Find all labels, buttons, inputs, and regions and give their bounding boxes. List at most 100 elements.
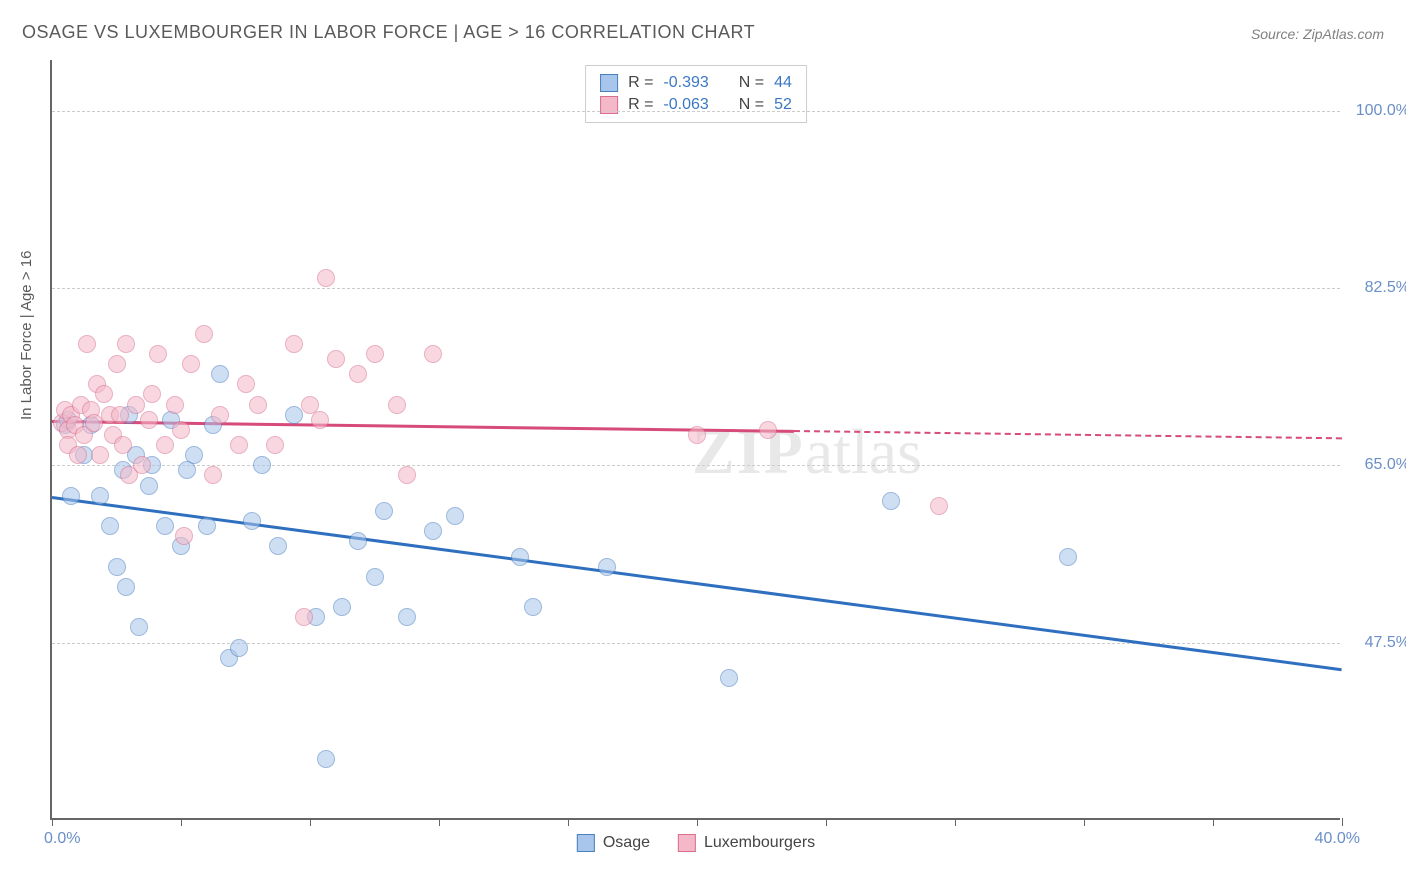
y-tick-label: 82.5%: [1350, 279, 1406, 297]
data-point: [759, 421, 777, 439]
data-point: [130, 618, 148, 636]
data-point: [366, 345, 384, 363]
data-point: [524, 598, 542, 616]
data-point: [882, 492, 900, 510]
data-point: [327, 350, 345, 368]
data-point: [424, 345, 442, 363]
data-point: [140, 477, 158, 495]
data-point: [349, 532, 367, 550]
data-point: [366, 568, 384, 586]
data-point: [333, 598, 351, 616]
data-point: [175, 527, 193, 545]
data-point: [285, 406, 303, 424]
x-tick: [568, 818, 569, 826]
gridline: [52, 465, 1340, 466]
data-point: [108, 558, 126, 576]
watermark: ZIPatlas: [692, 415, 922, 489]
data-point: [185, 446, 203, 464]
data-point: [311, 411, 329, 429]
data-point: [182, 355, 200, 373]
data-point: [143, 385, 161, 403]
x-tick: [826, 818, 827, 826]
data-point: [114, 436, 132, 454]
x-tick: [310, 818, 311, 826]
data-point: [111, 406, 129, 424]
data-point: [85, 414, 103, 432]
data-point: [598, 558, 616, 576]
legend-r-label: R =: [628, 74, 653, 92]
data-point: [398, 608, 416, 626]
data-point: [446, 507, 464, 525]
y-tick-label: 100.0%: [1350, 102, 1406, 120]
data-point: [688, 426, 706, 444]
data-point: [375, 502, 393, 520]
data-point: [140, 411, 158, 429]
data-point: [195, 325, 213, 343]
data-point: [127, 396, 145, 414]
x-tick: [955, 818, 956, 826]
data-point: [253, 456, 271, 474]
legend-label: Luxembourgers: [704, 834, 815, 852]
data-point: [266, 436, 284, 454]
x-max-label: 40.0%: [1315, 830, 1360, 848]
source-label: Source: ZipAtlas.com: [1251, 26, 1384, 42]
y-tick-label: 65.0%: [1350, 456, 1406, 474]
data-point: [149, 345, 167, 363]
x-tick: [1213, 818, 1214, 826]
legend-item: Osage: [577, 834, 650, 852]
data-point: [198, 517, 216, 535]
legend-swatch: [577, 834, 595, 852]
gridline: [52, 111, 1340, 112]
legend-label: Osage: [603, 834, 650, 852]
data-point: [1059, 548, 1077, 566]
plot-area: ZIPatlas R =-0.393N =44R =-0.063N =52 Os…: [50, 60, 1340, 820]
x-min-label: 0.0%: [44, 830, 80, 848]
data-point: [269, 537, 287, 555]
legend-row: R =-0.063N =52: [600, 94, 792, 116]
data-point: [349, 365, 367, 383]
data-point: [117, 335, 135, 353]
data-point: [91, 446, 109, 464]
data-point: [156, 436, 174, 454]
data-point: [117, 578, 135, 596]
y-axis-label: In Labor Force | Age > 16: [18, 251, 35, 420]
data-point: [317, 750, 335, 768]
data-point: [720, 669, 738, 687]
x-tick: [697, 818, 698, 826]
legend-n-label: N =: [739, 74, 764, 92]
data-point: [156, 517, 174, 535]
data-point: [930, 497, 948, 515]
y-tick-label: 47.5%: [1350, 634, 1406, 652]
x-tick: [52, 818, 53, 826]
data-point: [211, 406, 229, 424]
data-point: [62, 487, 80, 505]
x-tick: [181, 818, 182, 826]
legend-series: Osage Luxembourgers: [577, 834, 815, 852]
data-point: [237, 375, 255, 393]
x-tick: [1084, 818, 1085, 826]
legend-item: Luxembourgers: [678, 834, 815, 852]
data-point: [230, 639, 248, 657]
data-point: [398, 466, 416, 484]
data-point: [95, 385, 113, 403]
data-point: [172, 421, 190, 439]
gridline: [52, 288, 1340, 289]
data-point: [133, 456, 151, 474]
data-point: [204, 466, 222, 484]
data-point: [69, 446, 87, 464]
legend-correlation: R = -0.393 N = 44 R =-0.063N =52: [585, 65, 807, 123]
chart-title: OSAGE VS LUXEMBOURGER IN LABOR FORCE | A…: [22, 22, 755, 43]
x-tick: [1342, 818, 1343, 826]
data-point: [285, 335, 303, 353]
legend-n-value: 44: [774, 74, 792, 92]
legend-row: R = -0.393 N = 44: [600, 72, 792, 94]
x-tick: [439, 818, 440, 826]
data-point: [295, 608, 313, 626]
data-point: [511, 548, 529, 566]
legend-r-value: -0.393: [663, 74, 708, 92]
trend-line-extrapolated: [794, 430, 1342, 439]
data-point: [249, 396, 267, 414]
data-point: [91, 487, 109, 505]
data-point: [101, 517, 119, 535]
legend-swatch: [600, 74, 618, 92]
